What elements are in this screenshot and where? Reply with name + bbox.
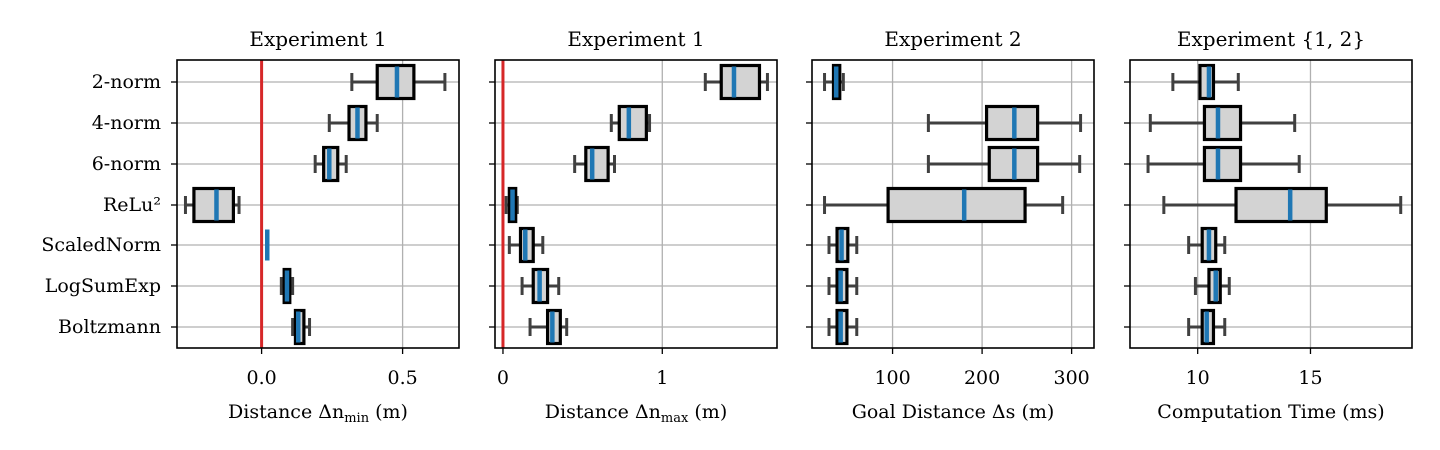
box-ScaledNorm	[1187, 226, 1227, 264]
box-ReLu²	[504, 186, 519, 224]
box-Boltzmann	[827, 308, 859, 346]
box-2-norm	[823, 63, 845, 101]
category-label: Boltzmann	[58, 316, 161, 338]
x-axis-label: Computation Time (ms)	[1157, 401, 1384, 423]
x-axis-label: Goal Distance Δs (m)	[852, 401, 1055, 423]
iqr-box	[584, 145, 610, 183]
box-ReLu²	[1162, 186, 1403, 224]
x-tick-label: 200	[964, 367, 1000, 389]
iqr-box	[1234, 186, 1328, 224]
iqr-box	[719, 63, 762, 101]
x-axis-label: Distance Δnmax (m)	[545, 401, 727, 426]
box-4-norm	[609, 104, 652, 142]
box-4-norm	[1148, 104, 1297, 142]
box-ReLu²	[823, 186, 1065, 224]
x-tick-label: 15	[1298, 367, 1322, 389]
panel-2: Experiment 1 0 1 Distance Δnmax (m)	[489, 27, 778, 426]
panel-4: Experiment {1, 2} 10 15 Computation Time (m…	[1124, 27, 1413, 423]
x-axis-label: Distance Δnmin (m)	[228, 401, 408, 426]
box-2-norm	[703, 63, 769, 101]
box-LogSumExp	[279, 267, 295, 305]
box-4-norm	[926, 104, 1083, 142]
x-tick-label: 1	[656, 367, 668, 389]
x-tick-label: 100	[874, 367, 910, 389]
panel-3: Experiment 2 100 200 300 Goal Distance Δs (m…	[806, 27, 1095, 423]
panel-title: Experiment {1, 2}	[1177, 27, 1365, 51]
box-6-norm	[573, 145, 616, 183]
box-6-norm	[313, 145, 348, 183]
box-Boltzmann	[291, 308, 312, 346]
iqr-box	[192, 186, 235, 224]
panel-title: Experiment 1	[567, 27, 704, 51]
iqr-box	[617, 104, 648, 142]
box-ScaledNorm	[827, 226, 859, 264]
box-6-norm	[1146, 145, 1301, 183]
box-4-norm	[327, 104, 379, 142]
category-label: LogSumExp	[45, 275, 161, 297]
x-tick-label: 0	[497, 367, 509, 389]
iqr-box	[1198, 63, 1216, 101]
panel-title: Experiment 1	[249, 27, 386, 51]
iqr-box	[886, 186, 1027, 224]
category-label: ReLu²	[103, 194, 161, 216]
axes-frame	[494, 59, 778, 349]
category-label: 6-norm	[92, 153, 161, 175]
axes-frame	[1129, 59, 1413, 349]
x-tick-label: 300	[1053, 367, 1089, 389]
box-ScaledNorm	[507, 226, 545, 264]
box-LogSumExp	[1193, 267, 1231, 305]
box-6-norm	[926, 145, 1082, 183]
axes-frame	[811, 59, 1095, 349]
panel-title: Experiment 2	[884, 27, 1021, 51]
box-Boltzmann	[1187, 308, 1227, 346]
box-LogSumExp	[520, 267, 561, 305]
box-2-norm	[1171, 63, 1240, 101]
box-LogSumExp	[827, 267, 859, 305]
x-tick-label: 10	[1186, 367, 1210, 389]
axes-frame	[176, 59, 460, 349]
x-tick-label: 0.0	[246, 367, 276, 389]
iqr-box	[1202, 145, 1243, 183]
category-label: 2-norm	[92, 71, 161, 93]
panel-1: Experiment 1 0.0 0.5 Distance Δnmin (m)	[171, 27, 460, 426]
category-label: 4-norm	[92, 112, 161, 134]
box-Boltzmann	[528, 308, 569, 346]
category-label: ScaledNorm	[41, 234, 161, 256]
x-tick-label: 0.5	[387, 367, 417, 389]
box-2-norm	[350, 63, 447, 101]
iqr-box	[1202, 104, 1243, 142]
box-ReLu²	[183, 186, 241, 224]
